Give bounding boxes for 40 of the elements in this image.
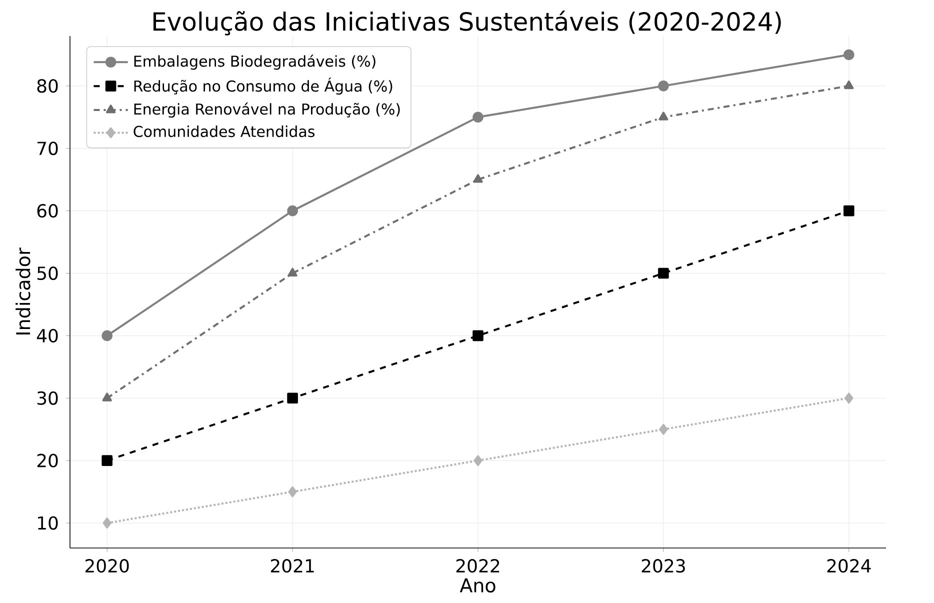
point <box>287 205 298 216</box>
point <box>659 424 668 435</box>
chart-title: Evolução das Iniciativas Sustentáveis (2020-2024) <box>153 10 781 36</box>
y-tick-label: 80 <box>37 79 58 93</box>
point <box>288 268 298 276</box>
point <box>102 455 112 466</box>
point <box>472 330 484 342</box>
point <box>474 455 482 466</box>
point <box>844 80 854 90</box>
point <box>102 330 112 342</box>
point <box>473 174 483 183</box>
y-tick-label: 20 <box>37 454 58 468</box>
point <box>102 392 112 402</box>
point <box>844 392 854 404</box>
point <box>472 112 484 123</box>
point <box>102 518 112 528</box>
x-tick-label: 2024 <box>827 559 871 573</box>
point <box>288 486 297 498</box>
point <box>658 112 668 120</box>
y-tick-label: 40 <box>36 328 58 342</box>
y-tick-label: 10 <box>38 516 58 530</box>
y-axis-title: Indicador <box>16 248 30 334</box>
y-tick-label: 50 <box>37 266 58 280</box>
x-tick-label: 2020 <box>86 559 129 573</box>
x-tick-label: 2022 <box>456 559 500 573</box>
y-tick-label: 30 <box>37 391 58 405</box>
point <box>843 49 854 60</box>
y-tick-label: 70 <box>38 142 58 156</box>
legend-label: Energia Renovável na Produção (%) <box>134 102 400 118</box>
point <box>658 268 669 279</box>
point <box>843 205 854 216</box>
y-tick-label: 60 <box>37 204 58 218</box>
legend-label: Redução no Consumo de Água (%) <box>134 78 392 95</box>
x-axis-title: Ano <box>460 578 496 593</box>
legend-label: Embalagens Biodegradáveis (%) <box>134 54 376 70</box>
point <box>287 392 298 404</box>
x-tick-label: 2023 <box>642 559 685 573</box>
point <box>658 80 669 92</box>
x-tick-label: 2021 <box>270 559 314 573</box>
legend-label: Comunidades Atendidas <box>134 126 314 138</box>
